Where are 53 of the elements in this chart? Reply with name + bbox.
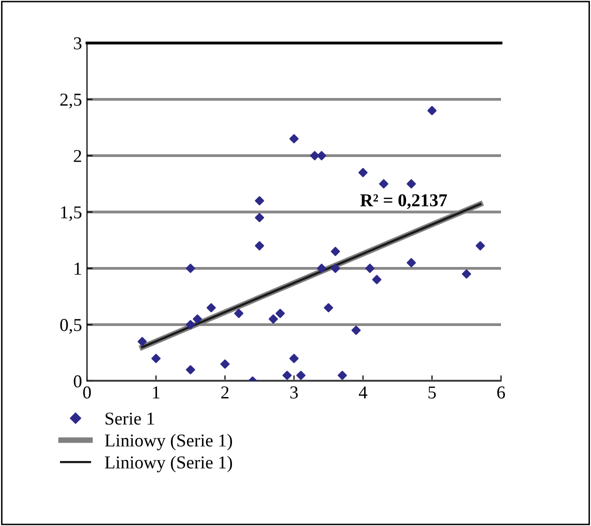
point [276,308,285,318]
point [358,168,368,178]
point [289,354,299,364]
point [365,264,375,273]
x-tick-label: 3 [290,386,298,399]
point [462,269,472,279]
point [138,336,147,346]
x-tick-label: 4 [358,386,368,398]
point [254,241,264,250]
x-tick-label: 6 [497,386,505,399]
y-tick-label: 0,5 [60,318,82,334]
point [476,241,485,250]
point [282,370,292,380]
point [330,246,340,256]
x-tick-label: 2 [221,386,229,398]
point [220,359,230,369]
point [406,179,416,188]
point [254,213,264,222]
point [324,303,334,312]
point [330,264,340,273]
point [316,264,326,273]
point [296,370,306,380]
point [192,314,202,324]
legend-label: Liniowy (Serie 1) [104,456,232,472]
x-tick-label: 0 [83,386,91,399]
point [379,179,388,188]
y-tick-label: 3 [74,37,82,50]
y-tick-label: 1 [74,262,82,275]
point [372,274,382,284]
y-tick-label: 2,5 [60,94,82,108]
point [338,370,347,380]
point [351,326,361,335]
point [289,134,299,144]
x-tick-label: 5 [428,386,436,399]
legend-label: Serie 1 [106,412,154,425]
point [234,308,244,318]
point [206,303,216,312]
point [186,365,196,374]
y-tick-label: 1,5 [61,206,82,222]
point [427,106,437,116]
point [316,151,326,160]
y-tick-label: 0 [74,375,82,388]
annotation: R² = 0,2137 [360,194,447,209]
y-tick-label: 2 [74,150,82,162]
point [268,314,278,324]
x-tick-label: 1 [153,386,160,398]
point [151,354,161,364]
legend-label: Liniowy (Serie 1) [104,434,232,450]
point [186,264,196,273]
point [186,320,196,330]
point [310,151,320,160]
point [406,258,416,268]
point [254,196,264,206]
